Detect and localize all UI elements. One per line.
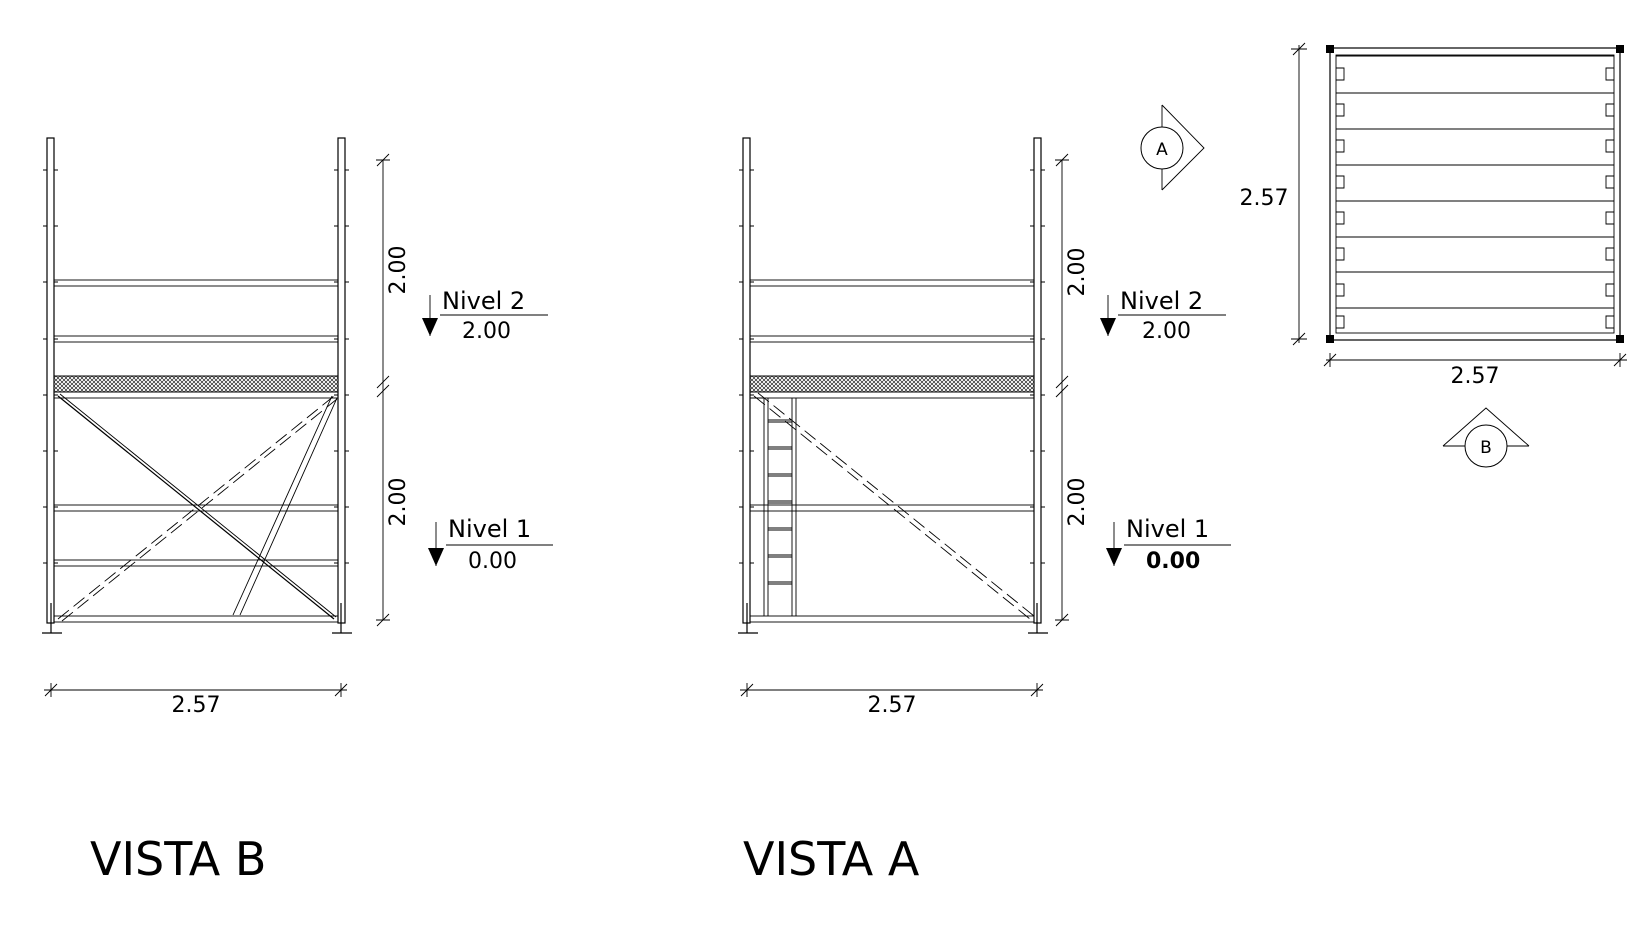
level-1-name: Nivel 1 — [448, 515, 531, 543]
access-ladder — [750, 397, 797, 616]
vista-b-elevation: 2.00 2.00 Nivel 2 2.00 Nivel 1 0.00 2.57… — [42, 137, 553, 886]
depth-dimension: 2.57 — [1240, 42, 1307, 346]
marker-b-label: B — [1480, 438, 1492, 458]
deck-boards — [1336, 55, 1614, 309]
level-1-marker: Nivel 1 0.00 — [1106, 515, 1231, 574]
width-dimension: 2.57 — [740, 683, 1044, 718]
level-2-value: 2.00 — [1142, 319, 1191, 344]
plan-width-dimension: 2.57 — [1323, 353, 1627, 389]
plan-width-label: 2.57 — [1451, 364, 1500, 389]
platform-deck — [53, 375, 339, 393]
height-lower-label: 2.00 — [1065, 478, 1090, 527]
board-ends — [1336, 67, 1614, 329]
width-label: 2.57 — [172, 693, 221, 718]
platform-deck — [749, 375, 1035, 393]
level-2-value: 2.00 — [462, 319, 511, 344]
marker-a-label: A — [1156, 140, 1168, 160]
height-lower-label: 2.00 — [386, 478, 411, 527]
level-1-marker: Nivel 1 0.00 — [428, 515, 553, 574]
rosette-ticks — [43, 169, 349, 564]
ledgers — [749, 279, 1035, 623]
plan-depth-label: 2.57 — [1240, 186, 1289, 211]
height-dimension: 2.00 2.00 — [376, 153, 411, 627]
level-1-value: 0.00 — [468, 549, 517, 574]
vista-b-title: VISTA B — [90, 832, 266, 886]
vista-a-elevation: 2.00 2.00 Nivel 2 2.00 Nivel 1 0.00 2.57… — [738, 137, 1231, 886]
view-marker-b: B — [1442, 407, 1530, 468]
level-2-name: Nivel 2 — [442, 287, 525, 315]
level-2-marker: Nivel 2 2.00 — [1100, 287, 1226, 344]
vista-a-title: VISTA A — [743, 832, 920, 886]
level-1-name: Nivel 1 — [1126, 515, 1209, 543]
width-label: 2.57 — [868, 693, 917, 718]
height-dimension: 2.00 2.00 — [1055, 153, 1090, 627]
level-1-value: 0.00 — [1146, 549, 1200, 574]
level-2-name: Nivel 2 — [1120, 287, 1203, 315]
ledgers — [53, 279, 339, 623]
rosette-ticks — [739, 169, 1045, 564]
height-upper-label: 2.00 — [1065, 248, 1090, 297]
level-2-marker: Nivel 2 2.00 — [422, 287, 548, 344]
width-dimension: 2.57 — [44, 683, 348, 718]
view-marker-a: A — [1140, 104, 1205, 191]
plan-view: 2.57 2.57 — [1240, 42, 1627, 389]
height-upper-label: 2.00 — [386, 246, 411, 295]
diagonal-braces — [57, 393, 338, 622]
